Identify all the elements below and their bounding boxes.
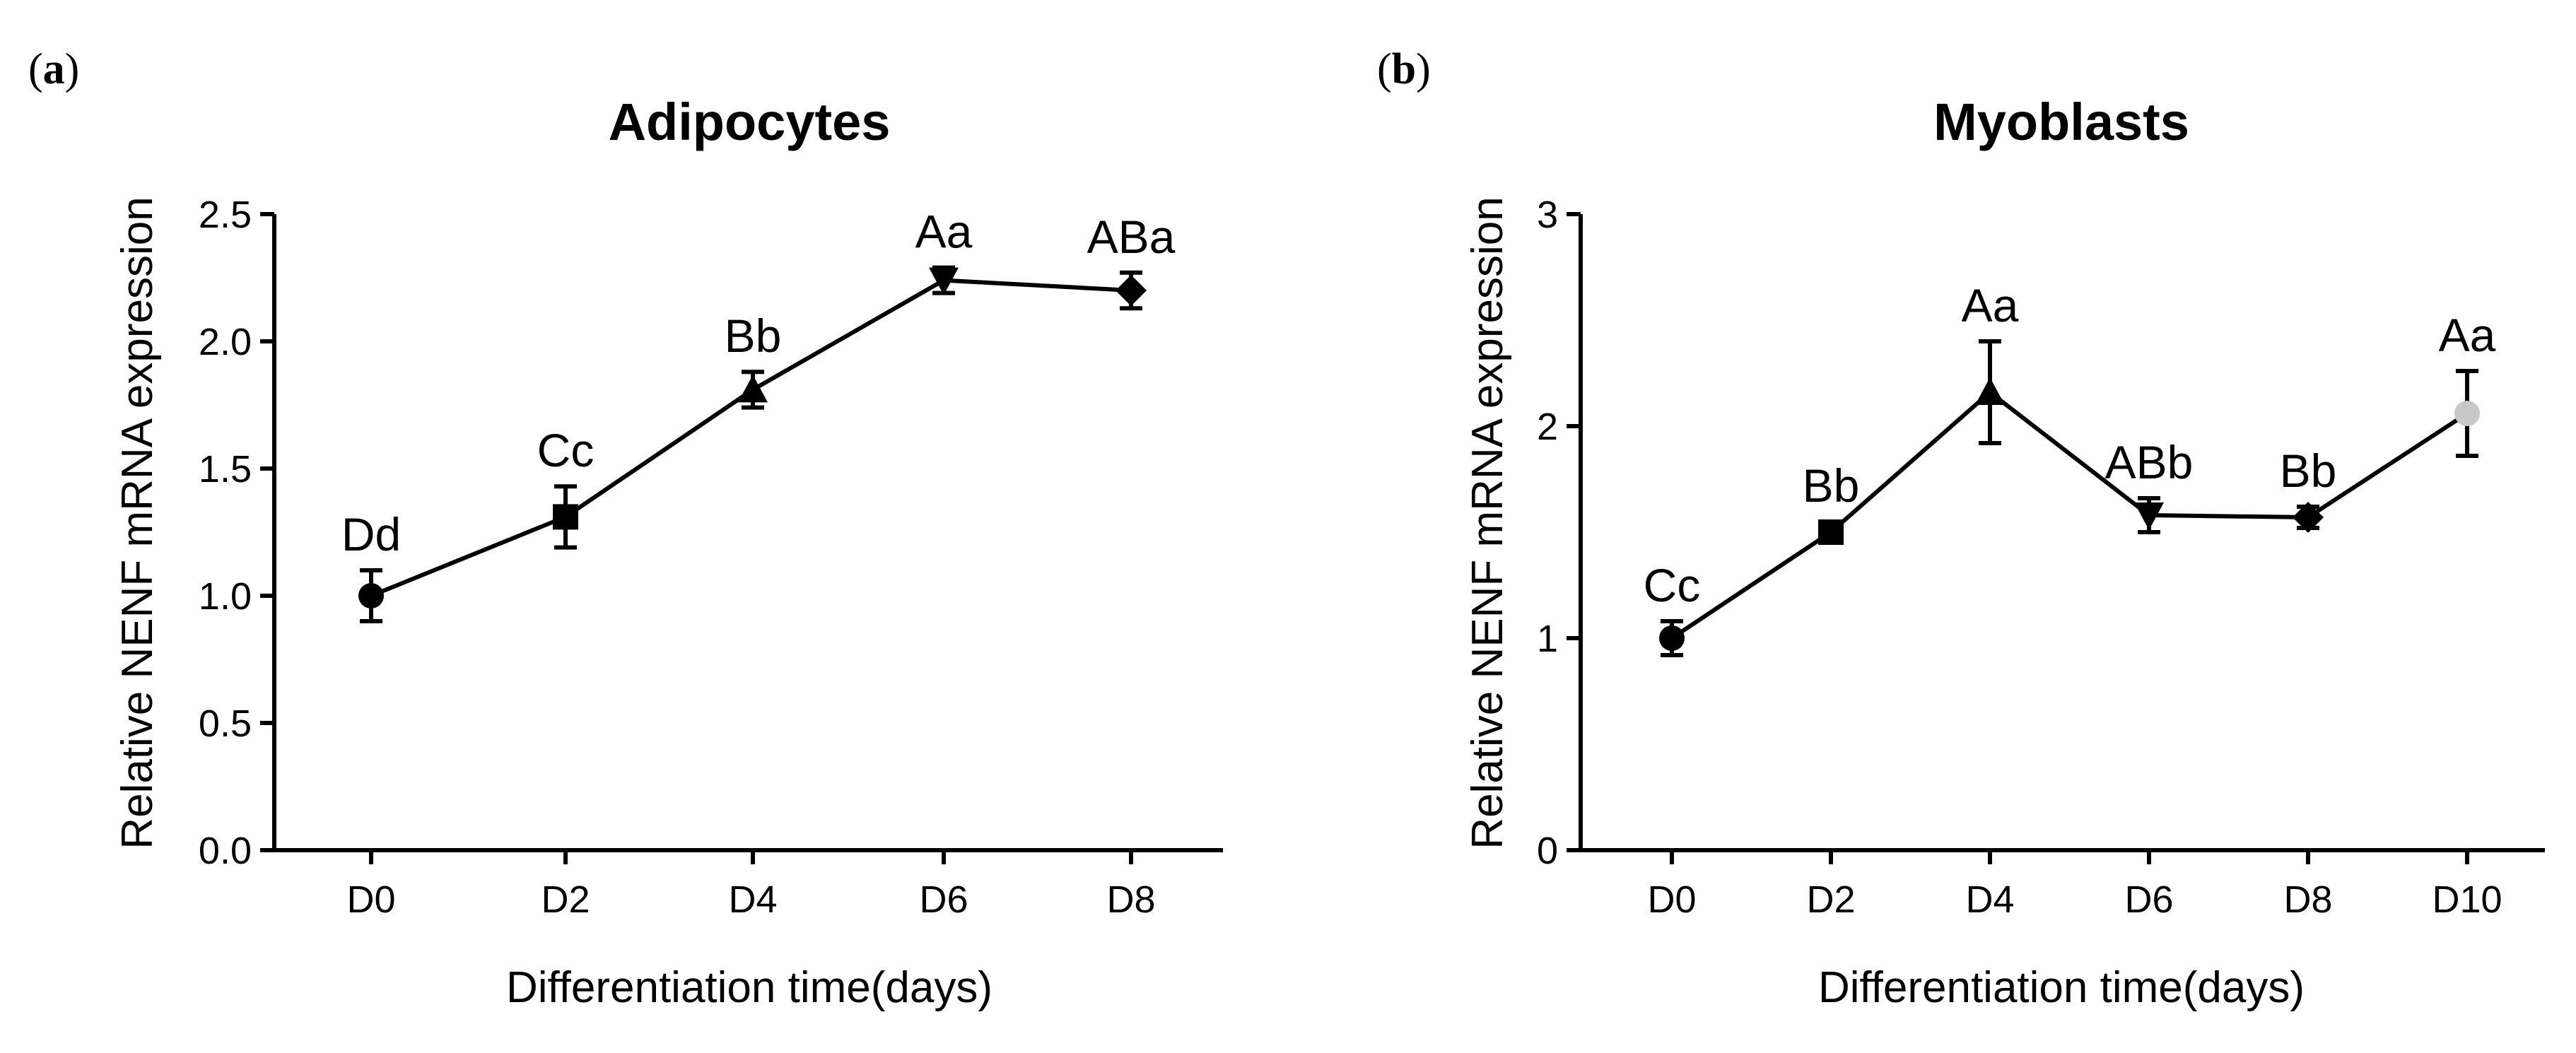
data-point-circle (1659, 625, 1685, 651)
panel-a-letter: (a) (28, 45, 79, 93)
data-point-diamond (1116, 275, 1147, 306)
x-tick-label: D4 (1965, 878, 2014, 921)
x-tick-label: D6 (919, 878, 968, 921)
series-line (1670, 390, 2469, 640)
x-tick-label: D0 (346, 878, 395, 921)
panel-a-y-axis-label: Relative NENF mRNA expression (113, 196, 162, 849)
significance-label: Bb (2280, 445, 2337, 497)
panel-a-adipocytes: (a) Adipocytes Relative NENF mRNA expres… (28, 45, 1223, 1012)
significance-label: Bb (725, 310, 782, 362)
panel-a-x-axis-label: Differentiation time(days) (506, 963, 993, 1012)
y-tick-label: 2.5 (199, 194, 252, 236)
panel-a-title: Adipocytes (609, 93, 891, 151)
x-tick-label: D10 (2432, 878, 2502, 921)
data-point-triangle-down (2134, 502, 2164, 530)
panel-b-myoblasts: (b) Myoblasts Relative NENF mRNA express… (1377, 45, 2545, 1012)
y-tick-label: 0.5 (199, 702, 252, 745)
significance-label: Bb (1803, 459, 1860, 512)
data-point-diamond (2293, 502, 2324, 533)
y-tick-label: 1.5 (199, 448, 252, 490)
significance-label: ABb (2105, 436, 2194, 488)
y-tick-label: 0.0 (199, 830, 252, 872)
x-tick-label: D2 (1806, 878, 1855, 921)
x-tick-label: D8 (1106, 878, 1155, 921)
y-tick-label: 0 (1537, 830, 1558, 872)
y-tick-label: 2.0 (199, 321, 252, 363)
data-point-square (553, 504, 578, 530)
y-tick-label: 1 (1537, 618, 1558, 660)
x-tick-label: D8 (2283, 878, 2332, 921)
significance-label: Dd (341, 508, 401, 560)
data-point-circle (2454, 401, 2480, 426)
significance-label: Aa (915, 206, 973, 258)
significance-label: Aa (2439, 309, 2496, 361)
x-tick-label: D2 (541, 878, 590, 921)
y-tick-label: 2 (1537, 406, 1558, 448)
y-tick-label: 3 (1537, 194, 1558, 236)
panel-b-y-axis-label: Relative NENF mRNA expression (1463, 196, 1512, 849)
data-point-triangle-up (738, 375, 768, 403)
significance-label: Aa (1962, 279, 2019, 331)
significance-label: Cc (537, 424, 595, 476)
significance-label: Cc (1644, 559, 1701, 611)
x-tick-label: D6 (2124, 878, 2173, 921)
data-point-circle (358, 583, 384, 608)
data-point-square (1818, 519, 1844, 545)
y-tick-label: 1.0 (199, 575, 252, 618)
x-tick-label: D0 (1647, 878, 1696, 921)
x-tick-label: D4 (728, 878, 777, 921)
panel-b-letter: (b) (1377, 45, 1431, 93)
panel-b-title: Myoblasts (1933, 93, 2189, 151)
significance-label: ABa (1087, 211, 1176, 263)
panel-b-x-axis-label: Differentiation time(days) (1818, 963, 2305, 1012)
data-point-triangle-down (929, 267, 959, 295)
data-point-triangle-up (1975, 377, 2005, 405)
